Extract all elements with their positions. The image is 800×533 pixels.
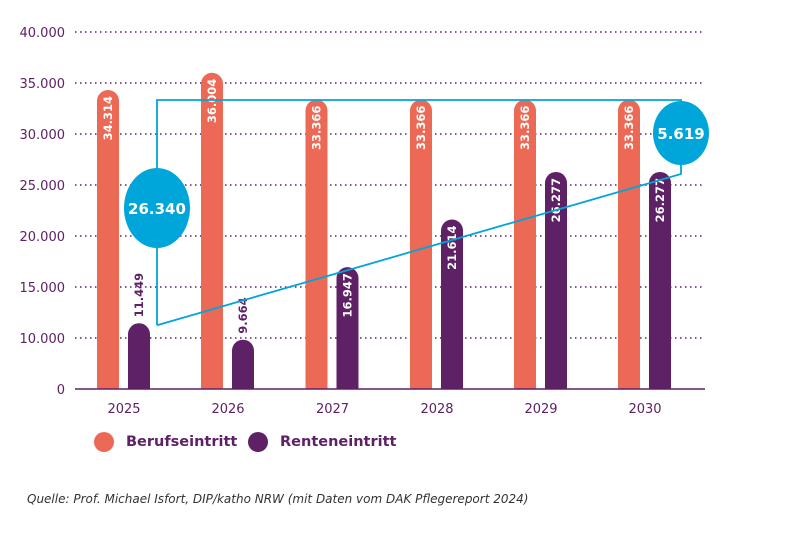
baseline-mask (70, 389, 720, 403)
y-tick-label: 10.000 (20, 332, 66, 347)
data-label: 9.664 (236, 297, 250, 333)
data-label: 36.004 (205, 79, 219, 123)
annotation-label: 26.340 (128, 200, 186, 218)
y-tick-label: 15.000 (20, 281, 66, 296)
data-label: 34.314 (101, 96, 115, 140)
bar-berufseintritt (618, 99, 640, 400)
annotation-label: 5.619 (657, 125, 704, 143)
x-tick-label: 2027 (316, 402, 349, 417)
bar-berufseintritt (514, 99, 536, 400)
y-tick-label: 25.000 (20, 179, 66, 194)
bar-berufseintritt (305, 99, 328, 400)
data-label: 33.366 (622, 106, 636, 150)
x-tick-label: 2029 (524, 402, 557, 417)
bar-renteneintritt (336, 267, 359, 400)
data-label: 33.366 (310, 106, 324, 150)
data-label: 16.947 (341, 273, 355, 317)
legend-label: Berufseintritt (126, 434, 238, 450)
legend-item-renteneintritt: Renteneintritt (248, 432, 396, 452)
annotation-bubble (653, 101, 709, 165)
bar-berufseintritt (97, 89, 119, 401)
bar-renteneintritt (649, 171, 671, 400)
y-tick-label: 0 (57, 383, 65, 398)
legend-swatch-renteneintritt (248, 432, 268, 452)
data-label: 33.366 (518, 106, 532, 150)
y-tick-label: 30.000 (20, 128, 66, 143)
bar-renteneintritt (128, 323, 150, 400)
y-tick-label: 35.000 (20, 77, 66, 92)
x-tick-label: 2028 (420, 402, 453, 417)
data-label: 26.277 (653, 178, 667, 222)
source-note: Quelle: Prof. Michael Isfort, DIP/katho … (27, 492, 529, 506)
x-tick-label: 2025 (107, 402, 140, 417)
data-label: 11.449 (132, 273, 146, 317)
legend-swatch-berufseintritt (94, 432, 114, 452)
x-tick-label: 2030 (628, 402, 661, 417)
legend-label: Renteneintritt (280, 434, 397, 450)
bar-renteneintritt (545, 171, 567, 400)
x-tick-label: 2026 (211, 402, 244, 417)
annotation-bubble (124, 168, 190, 248)
data-label: 33.366 (414, 106, 428, 150)
data-label: 26.277 (549, 178, 563, 222)
legend-item-berufseintritt: Berufseintritt (94, 432, 237, 452)
bar-renteneintritt (232, 339, 254, 400)
bar-renteneintritt (441, 219, 463, 400)
data-label: 21.614 (445, 226, 459, 270)
bar-berufseintritt (201, 72, 223, 400)
y-tick-label: 40.000 (20, 26, 66, 41)
y-tick-label: 20.000 (20, 230, 66, 245)
